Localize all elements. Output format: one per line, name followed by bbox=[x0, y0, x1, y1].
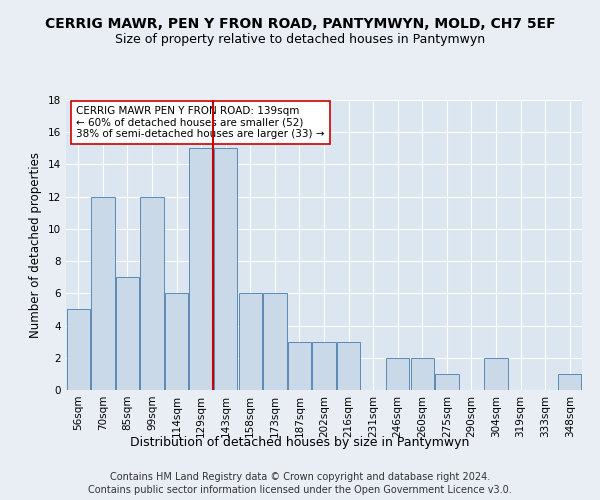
Text: Contains HM Land Registry data © Crown copyright and database right 2024.: Contains HM Land Registry data © Crown c… bbox=[110, 472, 490, 482]
Bar bbox=[558, 374, 581, 390]
Bar bbox=[435, 374, 458, 390]
Bar bbox=[190, 148, 213, 390]
Bar bbox=[410, 358, 434, 390]
Bar bbox=[337, 342, 360, 390]
Bar bbox=[313, 342, 335, 390]
Bar bbox=[239, 294, 262, 390]
Bar bbox=[165, 294, 188, 390]
Y-axis label: Number of detached properties: Number of detached properties bbox=[29, 152, 43, 338]
Bar bbox=[386, 358, 409, 390]
Text: CERRIG MAWR, PEN Y FRON ROAD, PANTYMWYN, MOLD, CH7 5EF: CERRIG MAWR, PEN Y FRON ROAD, PANTYMWYN,… bbox=[44, 18, 556, 32]
Text: Size of property relative to detached houses in Pantymwyn: Size of property relative to detached ho… bbox=[115, 32, 485, 46]
Text: Distribution of detached houses by size in Pantymwyn: Distribution of detached houses by size … bbox=[130, 436, 470, 449]
Bar bbox=[484, 358, 508, 390]
Bar bbox=[140, 196, 164, 390]
Text: Contains public sector information licensed under the Open Government Licence v3: Contains public sector information licen… bbox=[88, 485, 512, 495]
Bar bbox=[116, 277, 139, 390]
Bar bbox=[67, 310, 90, 390]
Bar bbox=[263, 294, 287, 390]
Text: CERRIG MAWR PEN Y FRON ROAD: 139sqm
← 60% of detached houses are smaller (52)
38: CERRIG MAWR PEN Y FRON ROAD: 139sqm ← 60… bbox=[76, 106, 325, 139]
Bar bbox=[214, 148, 238, 390]
Bar bbox=[288, 342, 311, 390]
Bar bbox=[91, 196, 115, 390]
